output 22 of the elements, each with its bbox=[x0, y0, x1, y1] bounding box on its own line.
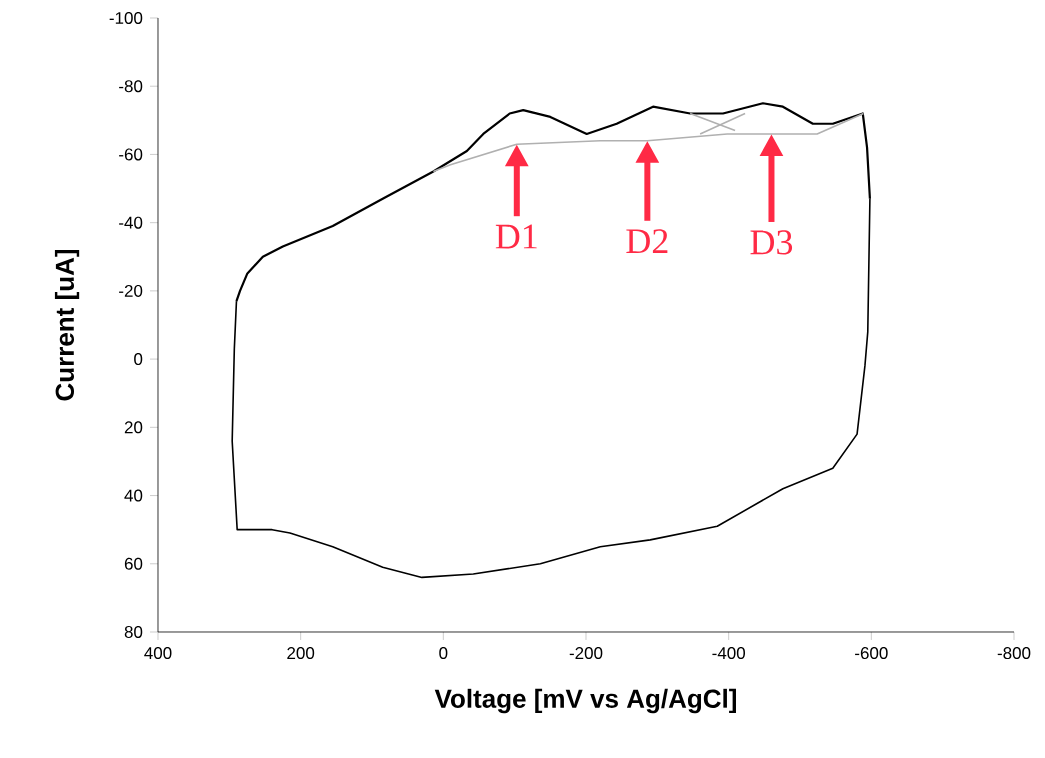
x-tick-label: 200 bbox=[287, 647, 315, 660]
x-tick-label: -800 bbox=[997, 647, 1031, 660]
y-tick-label: -80 bbox=[119, 80, 143, 93]
x-tick-label: -200 bbox=[569, 647, 603, 660]
y-tick-label: 80 bbox=[124, 625, 143, 638]
y-tick-label: 0 bbox=[134, 353, 143, 366]
y-tick-label: -100 bbox=[109, 11, 143, 24]
y-tick-label: 20 bbox=[124, 421, 143, 434]
x-tick-label: 400 bbox=[144, 647, 172, 660]
x-tick-label: -400 bbox=[712, 647, 746, 660]
annotation: D2 bbox=[626, 229, 668, 254]
x-axis-title: Voltage [mV vs Ag/AgCl] bbox=[434, 688, 736, 714]
y-tick-label: -20 bbox=[119, 284, 143, 297]
y-tick-label: 60 bbox=[124, 557, 143, 570]
annotation: D3 bbox=[750, 230, 793, 255]
y-tick-label: -60 bbox=[119, 148, 143, 161]
x-tick-label: -600 bbox=[855, 647, 888, 660]
annotation: D1 bbox=[495, 224, 537, 249]
y-axis-title: Current [uA] bbox=[54, 249, 80, 401]
y-tick-label: 40 bbox=[124, 489, 143, 502]
y-tick-label: -40 bbox=[119, 216, 143, 229]
x-tick-label: 0 bbox=[439, 647, 448, 660]
